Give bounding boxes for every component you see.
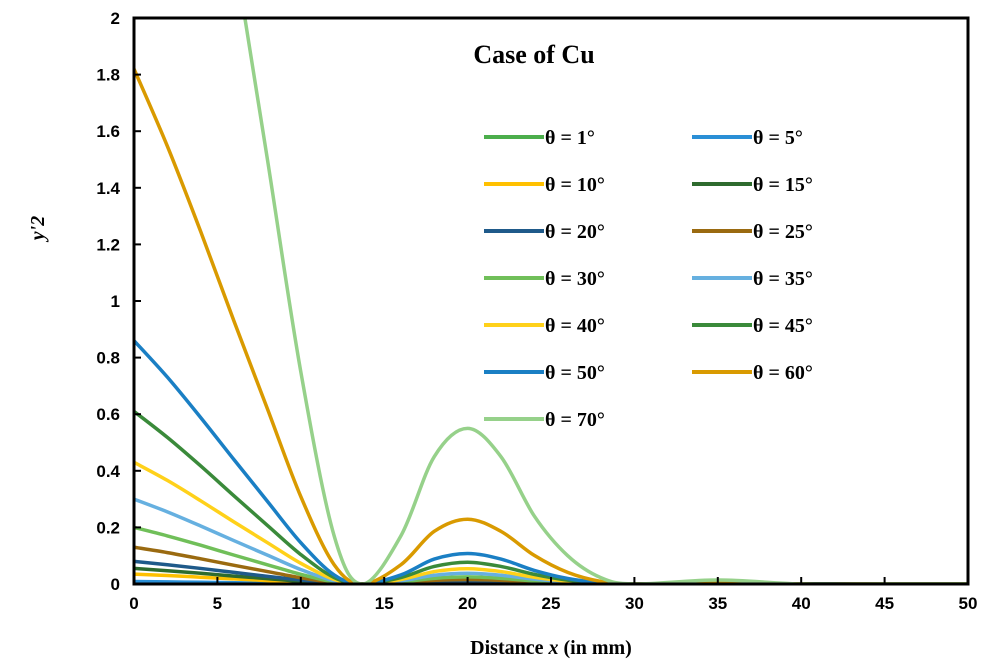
y-tick-label: 0 <box>111 575 120 594</box>
y-tick-label: 1.2 <box>96 235 120 254</box>
chart-title: Case of Cu <box>473 40 594 69</box>
y-tick-label: 0.8 <box>96 349 120 368</box>
legend-label: θ = 5° <box>753 127 803 149</box>
x-axis-title: Distance x (in mm) <box>470 637 632 659</box>
legend-label: θ = 30° <box>545 268 605 290</box>
x-tick-label: 45 <box>875 594 894 613</box>
y-tick-label: 2 <box>111 9 120 28</box>
legend-label: θ = 15° <box>753 174 813 196</box>
x-tick-label: 25 <box>542 594 561 613</box>
y-tick-label: 1 <box>111 292 120 311</box>
series-line-10 <box>134 409 968 584</box>
legend-label: θ = 50° <box>545 362 605 384</box>
x-tick-label: 50 <box>959 594 978 613</box>
legend-label: θ = 40° <box>545 315 605 337</box>
x-tick-label: 15 <box>375 594 394 613</box>
legend-label: θ = 60° <box>753 362 813 384</box>
series-line-12 <box>134 68 968 584</box>
y-axis-title: y'2 <box>27 216 49 242</box>
legend-label: θ = 1° <box>545 127 595 149</box>
legend-label: θ = 10° <box>545 174 605 196</box>
y-tick-label: 1.4 <box>96 179 120 198</box>
x-tick-label: 5 <box>213 594 222 613</box>
x-tick-label: 10 <box>291 594 310 613</box>
series-line-13 <box>243 18 968 584</box>
y-tick-label: 0.4 <box>96 462 120 481</box>
x-tick-label: 40 <box>792 594 811 613</box>
y-tick-label: 0.2 <box>96 518 120 537</box>
legend-label: θ = 70° <box>545 409 605 431</box>
x-tick-label: 35 <box>708 594 727 613</box>
x-tick-label: 0 <box>129 594 138 613</box>
x-tick-label: 30 <box>625 594 644 613</box>
legend-label: θ = 25° <box>753 221 813 243</box>
x-tick-label: 20 <box>458 594 477 613</box>
legend-label: θ = 20° <box>545 221 605 243</box>
legend-label: θ = 35° <box>753 268 813 290</box>
legend-label: θ = 45° <box>753 315 813 337</box>
y-tick-label: 0.6 <box>96 405 120 424</box>
y-tick-label: 1.8 <box>96 66 120 85</box>
y-tick-label: 1.6 <box>96 122 120 141</box>
